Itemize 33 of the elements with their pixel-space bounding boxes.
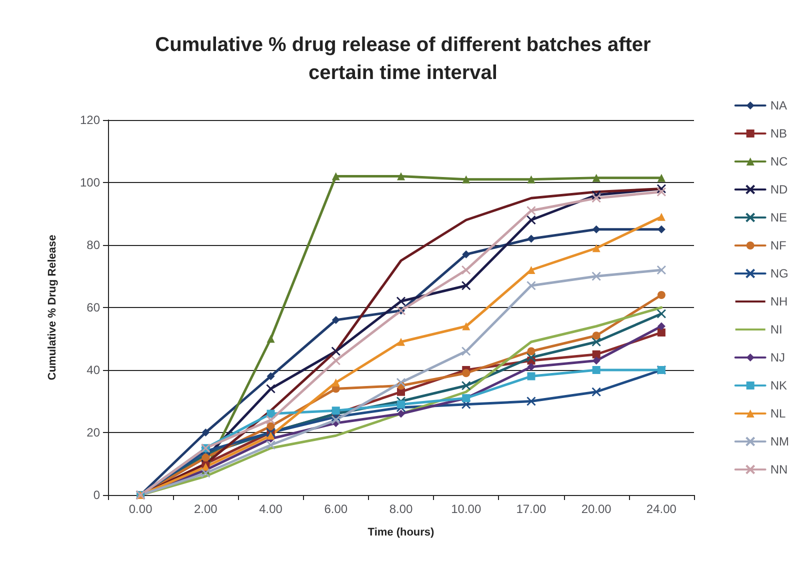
legend-label: NG	[770, 266, 788, 280]
y-tick-label: 0	[93, 488, 100, 502]
legend-label: NL	[770, 406, 786, 420]
legend-label: NE	[770, 210, 788, 224]
legend-label: NJ	[770, 350, 786, 364]
legend-label: NB	[770, 126, 788, 140]
x-tick-label: 6.00	[324, 502, 348, 516]
x-tick-label: 8.00	[389, 502, 413, 516]
x-tick-label: 20.00	[581, 502, 612, 516]
legend-label: NN	[770, 462, 788, 476]
y-tick-label: 60	[86, 300, 100, 314]
x-axis-title: Time (hours)	[368, 526, 435, 538]
legend-label: NA	[770, 98, 788, 112]
legend-label: NK	[770, 378, 788, 392]
y-tick-label: 20	[86, 426, 100, 440]
x-tick-label: 17.00	[516, 502, 547, 516]
legend-label: NC	[770, 154, 788, 168]
y-tick-label: 40	[86, 363, 100, 377]
x-tick-label: 2.00	[194, 502, 218, 516]
legend-label: NI	[770, 322, 782, 336]
legend-label: NM	[770, 434, 790, 448]
y-axis-title: Cumulative % Drug Release	[46, 234, 58, 380]
y-tick-label: 100	[80, 176, 100, 190]
legend-label: NF	[770, 238, 786, 252]
x-tick-label: 10.00	[451, 502, 482, 516]
x-tick-label: 4.00	[259, 502, 283, 516]
chart-title: Cumulative % drug release of different batches after certain time interval	[155, 34, 652, 84]
y-tick-label: 120	[80, 113, 100, 127]
legend-label: NH	[770, 294, 788, 308]
x-tick-label: 0.00	[128, 502, 153, 516]
x-tick-label: 24.00	[646, 502, 677, 516]
legend-label: ND	[770, 182, 788, 196]
y-tick-label: 80	[86, 238, 100, 252]
